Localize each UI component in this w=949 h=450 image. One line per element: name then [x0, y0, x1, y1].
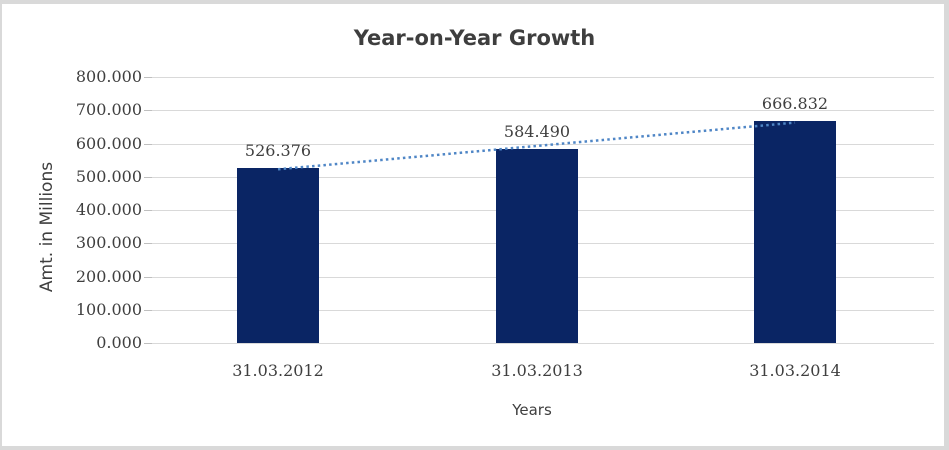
- x-axis-title: Years: [512, 401, 552, 419]
- y-tick-label: 600.000: [75, 134, 142, 153]
- y-tick-label: 200.000: [75, 267, 142, 286]
- y-tick-label: 100.000: [75, 300, 142, 319]
- y-tick-label: 800.000: [75, 67, 142, 86]
- gridline: [152, 110, 934, 111]
- y-tick-label: 300.000: [75, 233, 142, 252]
- y-tick-label: 700.000: [75, 100, 142, 119]
- bar: [237, 167, 319, 343]
- y-tick-mark: [144, 277, 152, 278]
- gridline: [152, 77, 934, 78]
- bar-value-label: 526.376: [244, 140, 312, 160]
- gridline: [152, 343, 934, 344]
- bar-value-label: 666.832: [761, 94, 829, 114]
- y-tick-mark: [144, 77, 152, 78]
- y-tick-label: 500.000: [75, 167, 142, 186]
- y-tick-mark: [144, 210, 152, 211]
- x-tick-label: 31.03.2013: [491, 361, 583, 380]
- bar: [754, 121, 836, 343]
- y-tick-mark: [144, 343, 152, 344]
- y-tick-mark: [144, 243, 152, 244]
- bar: [496, 148, 578, 343]
- y-tick-mark: [144, 144, 152, 145]
- y-tick-mark: [144, 310, 152, 311]
- y-tick-label: 400.000: [75, 200, 142, 219]
- bar-value-label: 584.490: [503, 121, 571, 141]
- chart-title: Year-on-Year Growth: [353, 26, 596, 50]
- x-tick-label: 31.03.2014: [749, 361, 841, 380]
- y-tick-label: 0.000: [96, 333, 142, 352]
- y-tick-mark: [144, 177, 152, 178]
- x-tick-label: 31.03.2012: [232, 361, 324, 380]
- y-tick-mark: [144, 110, 152, 111]
